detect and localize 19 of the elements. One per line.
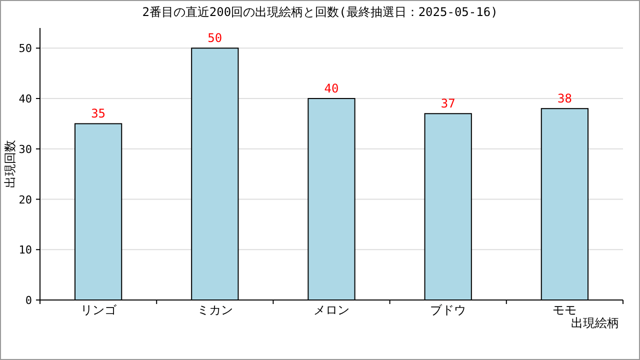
data-label: 35	[91, 106, 106, 121]
y-tick-label: 40	[18, 92, 32, 106]
data-label: 50	[208, 31, 222, 46]
y-axis-title: 出現回数	[3, 140, 17, 188]
x-tick-label: ミカン	[196, 303, 233, 317]
chart-title: 2番目の直近200回の出現絵柄と回数(最終抽選日：2025-05-16)	[142, 5, 498, 19]
y-tick-label: 0	[25, 294, 32, 307]
x-tick-label: モモ	[552, 303, 577, 317]
data-label: 38	[557, 92, 572, 106]
x-axis-title: 出現絵柄	[571, 316, 619, 330]
x-tick-label: ブドウ	[430, 303, 466, 317]
data-label: 40	[324, 82, 339, 96]
y-tick-label: 10	[18, 244, 32, 257]
y-tick-label: 30	[18, 142, 32, 156]
y-tick-label: 20	[18, 193, 32, 206]
x-tick-label: リンゴ	[80, 303, 118, 317]
y-tick-label: 50	[18, 42, 32, 56]
x-tick-label: メロン	[314, 303, 350, 317]
data-label: 37	[440, 96, 456, 111]
